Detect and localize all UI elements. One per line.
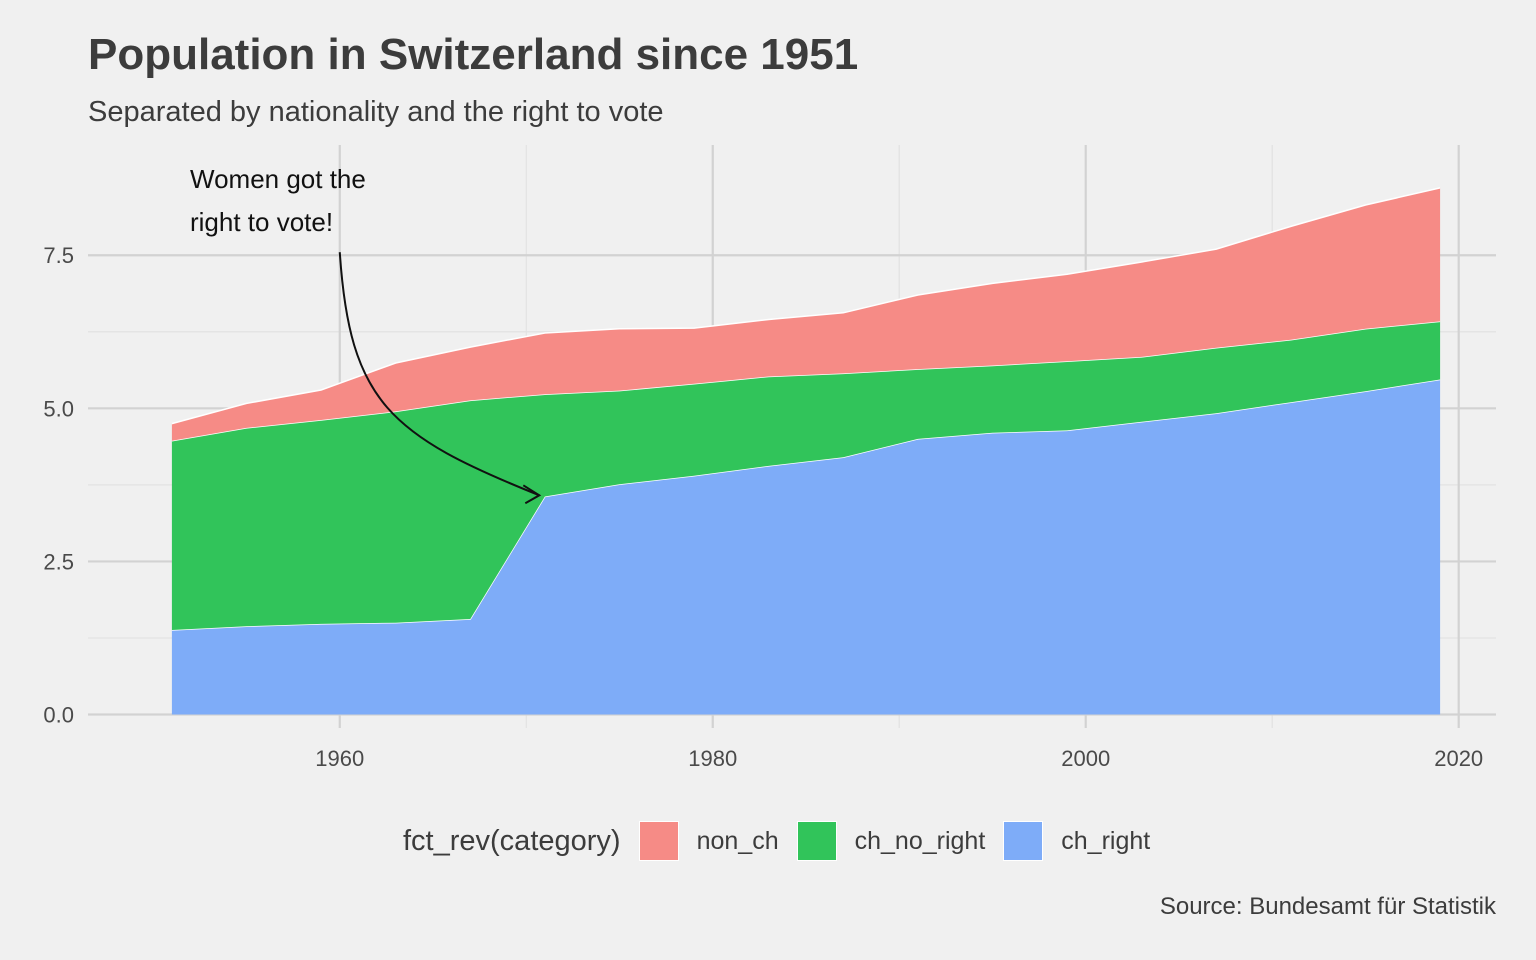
annotation-text: Women got the xyxy=(190,164,366,194)
legend: fct_rev(category) non_ch ch_no_right ch_ri… xyxy=(403,818,1168,864)
x-tick-label: 2020 xyxy=(1434,746,1483,771)
x-tick-label: 1980 xyxy=(688,746,737,771)
y-tick-label: 5.0 xyxy=(43,396,74,421)
annotation-arrow xyxy=(338,252,540,497)
legend-item-ch_no_right: ch_no_right xyxy=(796,821,986,861)
area-ch_right xyxy=(171,379,1441,715)
area-layers xyxy=(171,187,1441,715)
legend-label: ch_right xyxy=(1061,826,1151,855)
y-tick-label: 0.0 xyxy=(43,703,74,728)
y-tick-label: 2.5 xyxy=(43,549,74,574)
x-tick-label: 2000 xyxy=(1061,746,1110,771)
legend-item-non_ch: non_ch xyxy=(638,821,779,861)
legend-label: non_ch xyxy=(696,826,779,855)
annotation-arrowhead xyxy=(522,484,542,505)
area-non_ch xyxy=(171,187,1441,441)
chart-subtitle: Separated by nationality and the right t… xyxy=(88,96,664,128)
annotation-text: right to vote! xyxy=(190,207,333,237)
chart-title: Population in Switzerland since 1951 xyxy=(88,30,859,79)
area-non_ch-outline xyxy=(171,187,1441,425)
annotation: Women got the right to vote! xyxy=(190,164,542,505)
chart-caption: Source: Bundesamt für Statistik xyxy=(1159,893,1496,920)
legend-key xyxy=(796,821,837,861)
y-tick-label: 7.5 xyxy=(43,243,74,268)
legend-label: ch_no_right xyxy=(854,826,986,855)
legend-item-ch_right: ch_right xyxy=(1003,821,1150,861)
x-axis-ticks: 1960 1980 2000 2020 xyxy=(315,746,1483,771)
legend-title: fct_rev(category) xyxy=(403,824,621,857)
legend-key xyxy=(638,821,679,861)
area-ch_no_right xyxy=(171,321,1441,630)
y-axis-ticks: 0.0 2.5 5.0 7.5 xyxy=(43,243,74,727)
legend-key xyxy=(1003,821,1044,861)
x-tick-label: 1960 xyxy=(315,746,364,771)
